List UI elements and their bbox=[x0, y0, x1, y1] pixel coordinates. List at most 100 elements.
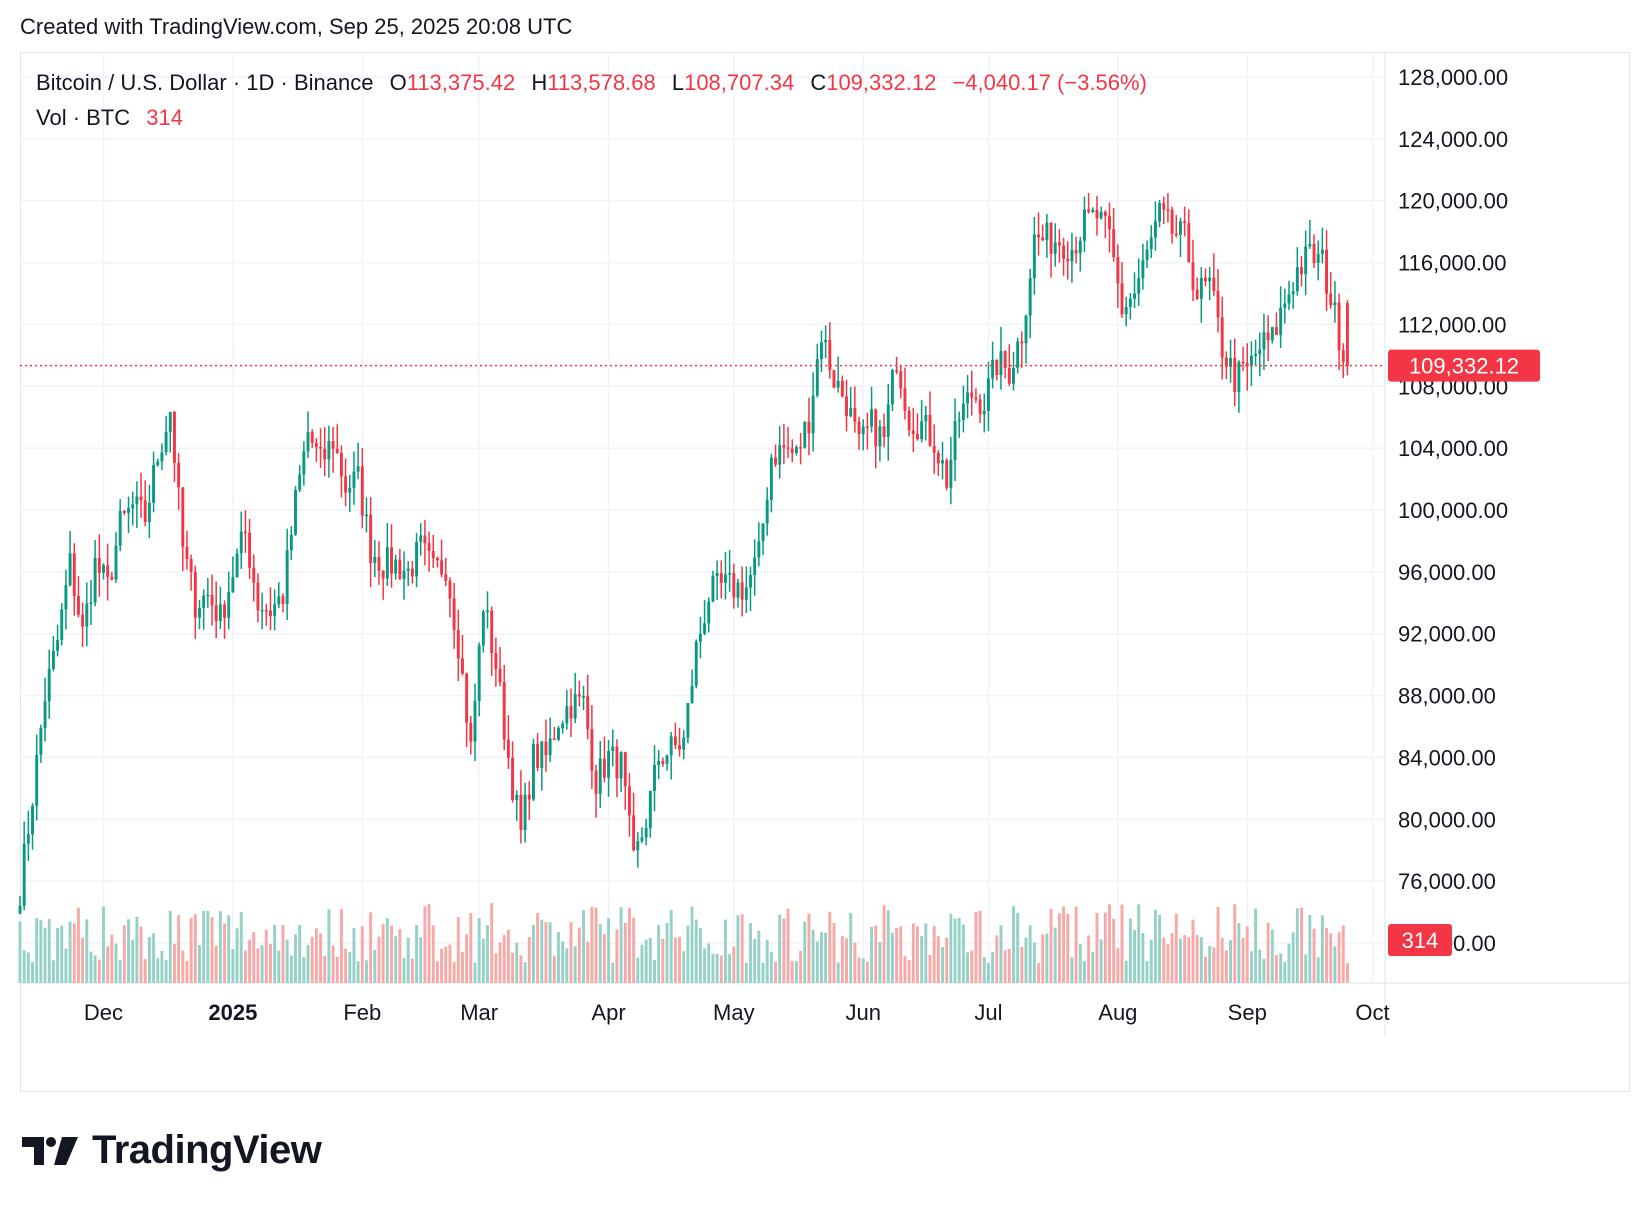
candle-body bbox=[18, 905, 22, 914]
candle-body bbox=[122, 511, 126, 513]
candle-body bbox=[657, 760, 661, 766]
candle-body bbox=[1337, 302, 1341, 350]
volume-bar bbox=[636, 957, 640, 983]
volume-bar bbox=[523, 962, 527, 983]
candle-body bbox=[828, 340, 832, 371]
candle-body bbox=[531, 743, 535, 800]
volume-bar bbox=[227, 915, 231, 983]
volume-bar bbox=[886, 910, 890, 983]
time-axis-label: Jul bbox=[974, 1000, 1002, 1025]
volume-bar bbox=[344, 948, 348, 983]
candle-body bbox=[189, 558, 193, 572]
candle-body bbox=[515, 794, 519, 801]
volume-bar bbox=[999, 925, 1003, 983]
candle-body bbox=[456, 630, 460, 659]
volume-bar bbox=[820, 932, 823, 983]
volume-bar bbox=[966, 952, 970, 983]
volume-bar bbox=[531, 924, 535, 983]
volume-label: Vol · BTC bbox=[36, 105, 131, 130]
candle-body bbox=[740, 582, 744, 600]
candle-body bbox=[127, 508, 130, 513]
volume-bar bbox=[181, 950, 185, 983]
volume-bar bbox=[465, 934, 469, 983]
volume-bar bbox=[498, 942, 502, 983]
volume-bar bbox=[331, 945, 335, 983]
candle-body bbox=[498, 668, 502, 683]
volume-bar bbox=[206, 910, 210, 983]
volume-bar bbox=[932, 925, 936, 983]
candle-body bbox=[1162, 203, 1166, 210]
volume-bar bbox=[256, 948, 260, 983]
volume-bar bbox=[1241, 937, 1245, 983]
volume-bar bbox=[840, 936, 844, 983]
volume-bar bbox=[611, 962, 615, 983]
price-tick-label: 124,000.00 bbox=[1398, 127, 1508, 152]
volume-bar bbox=[415, 924, 419, 983]
volume-bar bbox=[260, 945, 264, 983]
tradingview-logo[interactable]: TradingView bbox=[22, 1128, 322, 1173]
candle-body bbox=[277, 596, 281, 605]
volume-bar bbox=[1057, 913, 1061, 983]
volume-bar bbox=[448, 944, 452, 983]
volume-bar bbox=[114, 943, 118, 983]
candle-body bbox=[352, 471, 356, 488]
candle-body bbox=[47, 668, 51, 702]
candle-body bbox=[110, 576, 114, 580]
volume-bar bbox=[644, 939, 648, 983]
volume-bar bbox=[1341, 925, 1345, 983]
price-tick-label: 116,000.00 bbox=[1398, 251, 1506, 276]
tradingview-logo-icon bbox=[22, 1136, 78, 1165]
candle-body bbox=[1041, 237, 1045, 241]
candle-body bbox=[390, 547, 393, 574]
volume-bar bbox=[1174, 913, 1178, 983]
candle-body bbox=[1208, 277, 1212, 282]
candle-body bbox=[1166, 209, 1170, 212]
close-value: 109,332.12 bbox=[826, 70, 937, 95]
candle-body bbox=[1325, 249, 1329, 294]
volume-bar bbox=[916, 926, 919, 983]
volume-bar bbox=[824, 932, 828, 983]
volume-bar bbox=[1049, 908, 1053, 983]
candle-body bbox=[1254, 354, 1258, 356]
volume-bar bbox=[861, 958, 865, 983]
volume-bar bbox=[1070, 957, 1074, 983]
candle-body bbox=[799, 447, 803, 449]
candle-body bbox=[815, 359, 819, 396]
candle-body bbox=[1270, 327, 1274, 341]
candle-body bbox=[861, 426, 865, 435]
volume-bar bbox=[836, 962, 840, 983]
last-volume-badge bbox=[1388, 924, 1452, 956]
volume-bar bbox=[1199, 936, 1203, 983]
candle-body bbox=[260, 609, 264, 612]
candle-body bbox=[448, 580, 452, 599]
time-axis-label: Apr bbox=[591, 1000, 625, 1025]
volume-bar bbox=[669, 909, 673, 983]
candle-body bbox=[803, 421, 807, 448]
low-value: 108,707.34 bbox=[684, 70, 795, 95]
candle-body bbox=[982, 410, 986, 415]
volume-bar bbox=[519, 955, 523, 983]
candle-body bbox=[832, 370, 836, 388]
volume-bar bbox=[339, 909, 343, 983]
candle-body bbox=[640, 837, 644, 842]
price-tick-label: 88,000.00 bbox=[1398, 684, 1496, 709]
candle-body bbox=[419, 535, 423, 543]
volume-bar bbox=[1137, 904, 1141, 983]
candle-body bbox=[686, 703, 690, 738]
candle-body bbox=[1116, 257, 1120, 284]
low-label: L bbox=[671, 70, 685, 95]
candle-body bbox=[1199, 277, 1203, 299]
candle-body bbox=[1258, 349, 1262, 355]
volume-bar bbox=[235, 928, 239, 983]
volume-bar bbox=[895, 928, 899, 983]
volume-bar bbox=[953, 918, 957, 983]
price-tick-label: 100,000.00 bbox=[1398, 498, 1508, 523]
candle-body bbox=[678, 745, 682, 750]
candle-body bbox=[373, 556, 377, 564]
candle-body bbox=[1178, 221, 1182, 235]
volume-bar bbox=[903, 956, 907, 983]
candle-body bbox=[966, 392, 970, 404]
candle-body bbox=[890, 370, 894, 405]
volume-bar bbox=[1300, 907, 1303, 983]
